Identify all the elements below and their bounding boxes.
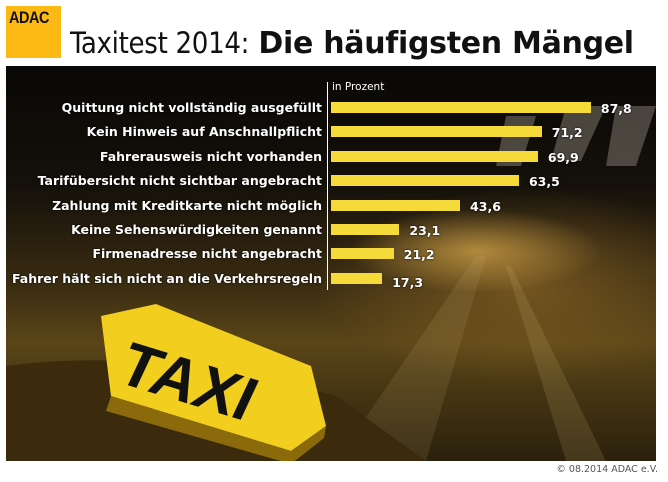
value-label: 43,6	[470, 198, 501, 214]
category-label: Fahrerausweis nicht vorhanden	[99, 148, 322, 164]
value-label: 17,3	[392, 274, 424, 290]
category-label: Zahlung mit Kreditkarte nicht möglich	[52, 197, 322, 213]
category-label: Keine Sehenswürdigkeiten genannt	[71, 222, 322, 237]
taxi-photo: TAXI	[6, 106, 656, 461]
value-label: 87,8	[600, 101, 632, 116]
taxi-sign: TAXI	[101, 304, 326, 461]
value-label: 23,1	[409, 223, 441, 238]
title-light: Taxitest 2014:	[70, 26, 250, 60]
category-label: Firmenadresse nicht angebracht	[92, 246, 322, 262]
category-label: Fahrer hält sich nicht an die Verkehrsre…	[11, 270, 322, 286]
bar	[331, 224, 400, 235]
bar	[331, 248, 394, 260]
bar	[331, 150, 538, 162]
value-label: 63,5	[528, 174, 560, 190]
axis-line	[327, 82, 328, 290]
road-marking	[506, 266, 606, 461]
category-label: Kein Hinweis auf Anschnallpflicht	[86, 124, 322, 140]
value-label: 69,9	[547, 149, 579, 165]
title-bold: Die häufigsten Mängel	[258, 26, 634, 61]
bar	[331, 102, 591, 113]
bar	[331, 126, 542, 138]
unit-label: in Prozent	[332, 81, 385, 93]
value-label: 71,2	[551, 125, 583, 141]
value-label: 21,2	[403, 247, 435, 263]
page-title: Taxitest 2014: Die häufigsten Mängel	[70, 26, 634, 61]
copyright: © 08.2014 ADAC e.V.	[556, 464, 658, 475]
category-label: Quittung nicht vollständig ausgefüllt	[61, 100, 322, 115]
bar	[331, 199, 461, 211]
adac-logo: ADAC	[6, 6, 61, 58]
logo-text: ADAC	[9, 8, 50, 27]
category-label: Tarifübersicht nicht sichtbar angebracht	[37, 173, 322, 189]
road-marking	[336, 256, 486, 461]
bar	[331, 272, 383, 284]
bar	[331, 175, 519, 187]
